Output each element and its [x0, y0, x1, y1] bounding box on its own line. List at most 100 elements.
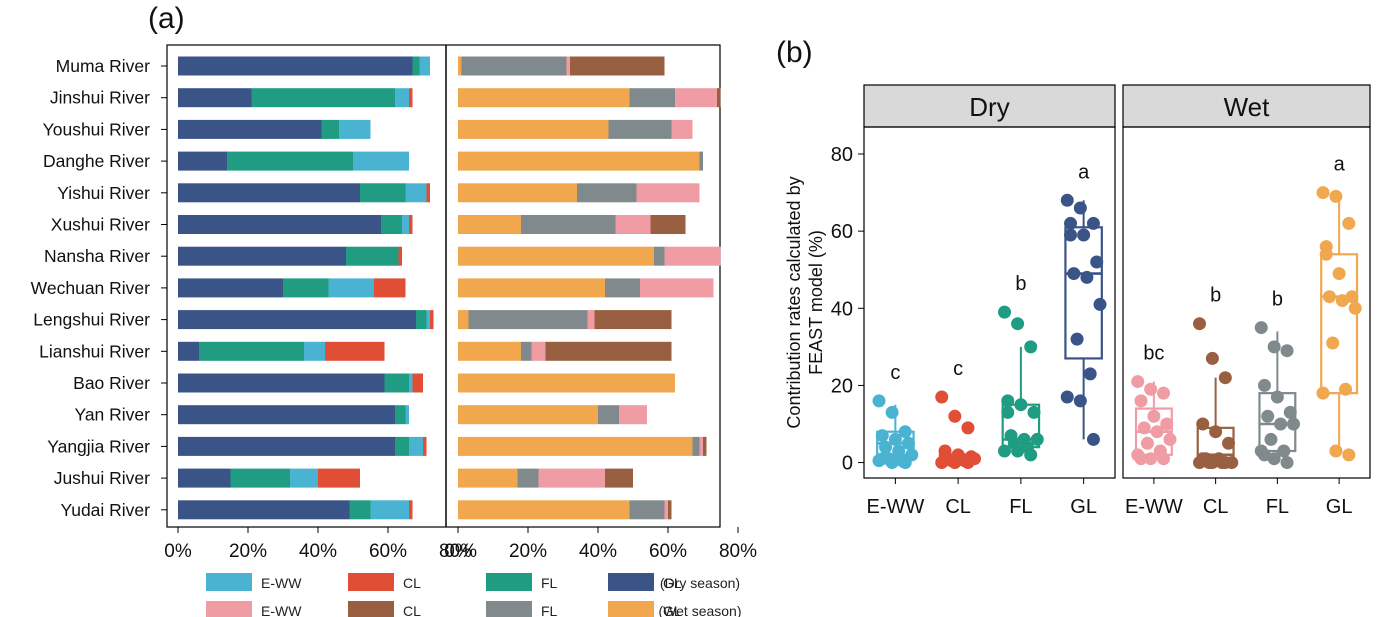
dry-bar-fl-jushui-river: [230, 468, 290, 488]
dry-bar-cl-yudai-river: [409, 500, 413, 520]
data-point: [1001, 405, 1015, 419]
wet-bar-fl-yangjia-river: [692, 436, 700, 456]
dry-bar-cl-yishui-river: [426, 183, 430, 203]
wet-bar-gl-yishui-river: [458, 183, 577, 203]
data-point: [1280, 456, 1294, 470]
dry-bar-cl-lianshui-river: [325, 341, 385, 361]
legend-swatch: [348, 573, 394, 591]
data-point: [901, 436, 915, 450]
data-point: [1086, 432, 1100, 446]
data-point: [1205, 351, 1219, 365]
significance-letter: a: [1334, 154, 1346, 176]
data-point: [1001, 394, 1015, 408]
data-point: [1160, 417, 1174, 431]
data-point: [1322, 290, 1336, 304]
significance-letter: b: [1210, 285, 1221, 307]
facet-title: Dry: [969, 92, 1009, 122]
river-label: Youshui River: [43, 119, 151, 139]
data-point: [1027, 405, 1041, 419]
data-point: [1261, 409, 1275, 423]
wet-bar-e-ww-yudai-river: [664, 500, 668, 520]
legend-swatch: [486, 573, 532, 591]
panel-b-y-axis: 0 20 40 60 80: [831, 144, 864, 475]
wet-bar-cl-yangjia-river: [703, 436, 707, 456]
wet-bar-e-ww-yan-river: [619, 405, 647, 425]
wet-bar-fl-yudai-river: [629, 500, 665, 520]
wet-bar-gl-yudai-river: [458, 500, 630, 520]
dry-bar-fl-lengshui-river: [416, 310, 427, 330]
box-group-fl: b FL: [1254, 289, 1300, 518]
wet-bar-gl-lengshui-river: [458, 310, 469, 330]
dry-bar-gl-yudai-river: [178, 500, 350, 520]
data-point: [1140, 436, 1154, 450]
x-tick-label: GL: [1326, 496, 1353, 518]
dry-bar-fl-yan-river: [395, 405, 406, 425]
x-tick-label: FL: [1009, 496, 1032, 518]
significance-letter: a: [1078, 161, 1090, 183]
dry-bar-gl-yangjia-river: [178, 436, 395, 456]
data-point: [1014, 398, 1028, 412]
legend-label: CL: [403, 603, 421, 617]
wet-bar-cl-lianshui-river: [545, 341, 672, 361]
data-point: [1157, 452, 1171, 466]
wet-bar-gl-jushui-river: [458, 468, 518, 488]
wet-bar-fl-yan-river: [598, 405, 619, 425]
legend-label: CL: [403, 575, 421, 591]
data-point: [1222, 436, 1236, 450]
river-label: Yangjia River: [47, 436, 150, 456]
facet-wet: Wet bc E-WW b CL b FL a GL: [1122, 84, 1371, 518]
data-point: [1080, 270, 1094, 284]
dry-bar-cl-yangjia-river: [423, 436, 427, 456]
wet-bar-e-ww-yishui-river: [636, 183, 700, 203]
wet-bar-fl-lianshui-river: [521, 341, 532, 361]
box-group-cl: c CL: [935, 358, 982, 518]
river-label: Xushui River: [51, 215, 150, 235]
river-label: Lengshui River: [33, 310, 150, 330]
wet-bar-e-ww-wechuan-river: [640, 278, 714, 298]
box-group-e-ww: c E-WW: [866, 362, 924, 518]
panel-b-facets: Dry c E-WW c CL b FL a GL Wet bc E-WW b CL b FL a GL: [863, 84, 1371, 518]
data-point: [1316, 386, 1330, 400]
wet-bar-e-ww-muma-river: [566, 56, 570, 76]
y-axis-label: Contribution rates calculated by FEAST mo…: [784, 176, 826, 428]
box-group-e-ww: bc E-WW: [1125, 343, 1183, 518]
data-point: [1329, 189, 1343, 203]
legend-season-note: (Dry season): [660, 575, 740, 591]
legend-swatch: [486, 601, 532, 617]
dry-bar-gl-danghe-river: [178, 151, 227, 171]
significance-letter: b: [1272, 289, 1283, 311]
dry-bar-e-ww-yudai-river: [370, 500, 409, 520]
river-label: Muma River: [56, 56, 150, 76]
box: [1320, 253, 1359, 395]
data-point: [935, 390, 949, 404]
wet-bar-cl-jinshui-river: [717, 88, 721, 108]
y-tick-label: 0: [842, 453, 853, 475]
box-group-gl: a GL: [1316, 154, 1362, 518]
legend-label: GL: [663, 603, 682, 617]
dry-bar-fl-yangjia-river: [395, 436, 409, 456]
data-point: [1064, 216, 1078, 230]
data-point: [1319, 247, 1333, 261]
dry-bar-gl-lianshui-river: [178, 341, 199, 361]
data-point: [1196, 417, 1210, 431]
x-tick-label: 80%: [719, 541, 757, 562]
x-tick-label: FL: [1266, 496, 1289, 518]
significance-letter: c: [953, 358, 963, 380]
significance-letter: c: [890, 362, 900, 384]
data-point: [1024, 448, 1038, 462]
data-point: [1342, 448, 1356, 462]
x-tick-label: 0%: [164, 541, 192, 562]
dry-bar-e-ww-danghe-river: [353, 151, 409, 171]
data-point: [1137, 421, 1151, 435]
data-point: [1060, 390, 1074, 404]
dry-bar-e-ww-lengshui-river: [426, 310, 430, 330]
dry-bar-cl-xushui-river: [409, 215, 413, 234]
dry-bar-fl-youshui-river: [321, 119, 339, 139]
river-label: Yudai River: [61, 500, 151, 520]
data-point: [1024, 340, 1038, 354]
data-point: [1218, 371, 1232, 385]
y-tick-label: 60: [831, 221, 853, 243]
dry-bar-e-ww-bao-river: [409, 373, 413, 393]
dry-bar-fl-danghe-river: [227, 151, 353, 171]
data-point: [1083, 367, 1097, 381]
